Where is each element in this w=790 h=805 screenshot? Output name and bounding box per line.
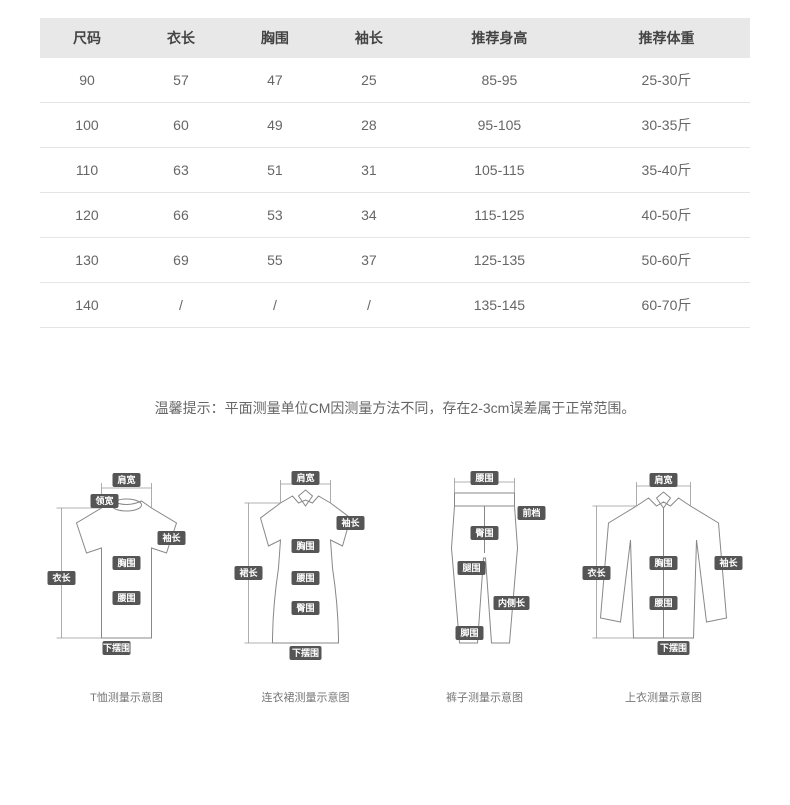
col-sleeve: 袖长 xyxy=(322,18,416,58)
svg-text:腰围: 腰围 xyxy=(653,598,672,608)
diagram-dress: 肩宽 袖长 胸围 裙长 腰围 臀围 下摆围 连衣裙测量示意图 xyxy=(219,468,392,705)
svg-text:领宽: 领宽 xyxy=(95,495,113,506)
diagram-pants: 腰围 前档 臀围 腿围 内侧长 脚围 裤子测量示意图 xyxy=(398,468,571,705)
size-table: 尺码 衣长 胸围 袖长 推荐身高 推荐体重 9057472585-9525-30… xyxy=(40,18,750,328)
svg-text:衣长: 衣长 xyxy=(52,572,71,583)
table-cell: 85-95 xyxy=(416,58,583,103)
table-cell: 63 xyxy=(134,148,228,193)
caption: 裤子测量示意图 xyxy=(398,689,571,705)
col-chest: 胸围 xyxy=(228,18,322,58)
diagram-tshirt: 肩宽 领宽 袖长 胸围 衣长 腰围 下摆围 T恤测量示意图 xyxy=(40,468,213,705)
table-cell: 110 xyxy=(40,148,134,193)
svg-text:臀围: 臀围 xyxy=(296,603,314,613)
svg-text:臀围: 臀围 xyxy=(475,528,493,538)
svg-text:腰围: 腰围 xyxy=(295,573,314,583)
measurement-diagrams: 肩宽 领宽 袖长 胸围 衣长 腰围 下摆围 T恤测量示意图 肩宽 袖长 胸围 裙… xyxy=(40,468,750,705)
caption: T恤测量示意图 xyxy=(40,689,213,705)
table-cell: 95-105 xyxy=(416,103,583,148)
table-cell: 115-125 xyxy=(416,193,583,238)
table-cell: 60-70斤 xyxy=(583,283,750,328)
table-cell: 135-145 xyxy=(416,283,583,328)
table-row: 120665334115-12540-50斤 xyxy=(40,193,750,238)
table-cell: 55 xyxy=(228,238,322,283)
table-header-row: 尺码 衣长 胸围 袖长 推荐身高 推荐体重 xyxy=(40,18,750,58)
col-weight: 推荐体重 xyxy=(583,18,750,58)
svg-text:腰围: 腰围 xyxy=(116,593,135,603)
svg-text:肩宽: 肩宽 xyxy=(653,474,672,485)
table-cell: 60 xyxy=(134,103,228,148)
table-cell: 30-35斤 xyxy=(583,103,750,148)
table-cell: 130 xyxy=(40,238,134,283)
svg-text:胸围: 胸围 xyxy=(654,557,672,568)
table-cell: 90 xyxy=(40,58,134,103)
table-cell: 53 xyxy=(228,193,322,238)
table-row: 110635131105-11535-40斤 xyxy=(40,148,750,193)
table-body: 9057472585-9525-30斤10060492895-10530-35斤… xyxy=(40,58,750,328)
table-row: 10060492895-10530-35斤 xyxy=(40,103,750,148)
table-row: 9057472585-9525-30斤 xyxy=(40,58,750,103)
table-cell: 28 xyxy=(322,103,416,148)
caption: 上衣测量示意图 xyxy=(577,689,750,705)
diagram-longsleeve: 肩宽 衣长 胸围 袖长 腰围 下摆围 上衣测量示意图 xyxy=(577,468,750,705)
table-row: 130695537125-13550-60斤 xyxy=(40,238,750,283)
col-length: 衣长 xyxy=(134,18,228,58)
col-size: 尺码 xyxy=(40,18,134,58)
table-cell: 120 xyxy=(40,193,134,238)
table-cell: 49 xyxy=(228,103,322,148)
table-cell: 69 xyxy=(134,238,228,283)
table-cell: 100 xyxy=(40,103,134,148)
table-cell: 35-40斤 xyxy=(583,148,750,193)
table-cell: 47 xyxy=(228,58,322,103)
svg-text:衣长: 衣长 xyxy=(587,567,606,578)
table-cell: 125-135 xyxy=(416,238,583,283)
svg-text:胸围: 胸围 xyxy=(296,540,314,551)
table-cell: 50-60斤 xyxy=(583,238,750,283)
table-cell: / xyxy=(228,283,322,328)
col-height: 推荐身高 xyxy=(416,18,583,58)
svg-text:袖长: 袖长 xyxy=(161,532,181,543)
svg-text:胸围: 胸围 xyxy=(117,557,135,568)
svg-text:腰围: 腰围 xyxy=(474,473,493,483)
table-cell: 34 xyxy=(322,193,416,238)
table-cell: 105-115 xyxy=(416,148,583,193)
table-cell: 31 xyxy=(322,148,416,193)
table-row: 140///135-14560-70斤 xyxy=(40,283,750,328)
svg-text:肩宽: 肩宽 xyxy=(295,472,314,483)
svg-text:前档: 前档 xyxy=(522,507,540,518)
measurement-hint: 温馨提示：平面测量单位CM因测量方法不同，存在2-3cm误差属于正常范围。 xyxy=(40,398,750,418)
svg-text:袖长: 袖长 xyxy=(718,557,738,568)
svg-text:内侧长: 内侧长 xyxy=(498,597,526,608)
table-cell: 37 xyxy=(322,238,416,283)
table-cell: 25 xyxy=(322,58,416,103)
svg-text:腿围: 腿围 xyxy=(462,563,480,573)
table-cell: 66 xyxy=(134,193,228,238)
table-cell: 25-30斤 xyxy=(583,58,750,103)
table-cell: 40-50斤 xyxy=(583,193,750,238)
svg-text:肩宽: 肩宽 xyxy=(116,474,135,485)
caption: 连衣裙测量示意图 xyxy=(219,689,392,705)
table-cell: / xyxy=(322,283,416,328)
svg-text:下摆围: 下摆围 xyxy=(103,642,130,653)
table-cell: / xyxy=(134,283,228,328)
table-cell: 51 xyxy=(228,148,322,193)
svg-text:下摆围: 下摆围 xyxy=(292,647,319,658)
svg-text:裙长: 裙长 xyxy=(239,567,258,578)
svg-text:下摆围: 下摆围 xyxy=(660,642,687,653)
table-cell: 57 xyxy=(134,58,228,103)
table-cell: 140 xyxy=(40,283,134,328)
svg-text:袖长: 袖长 xyxy=(340,517,360,528)
svg-text:脚围: 脚围 xyxy=(460,627,478,638)
